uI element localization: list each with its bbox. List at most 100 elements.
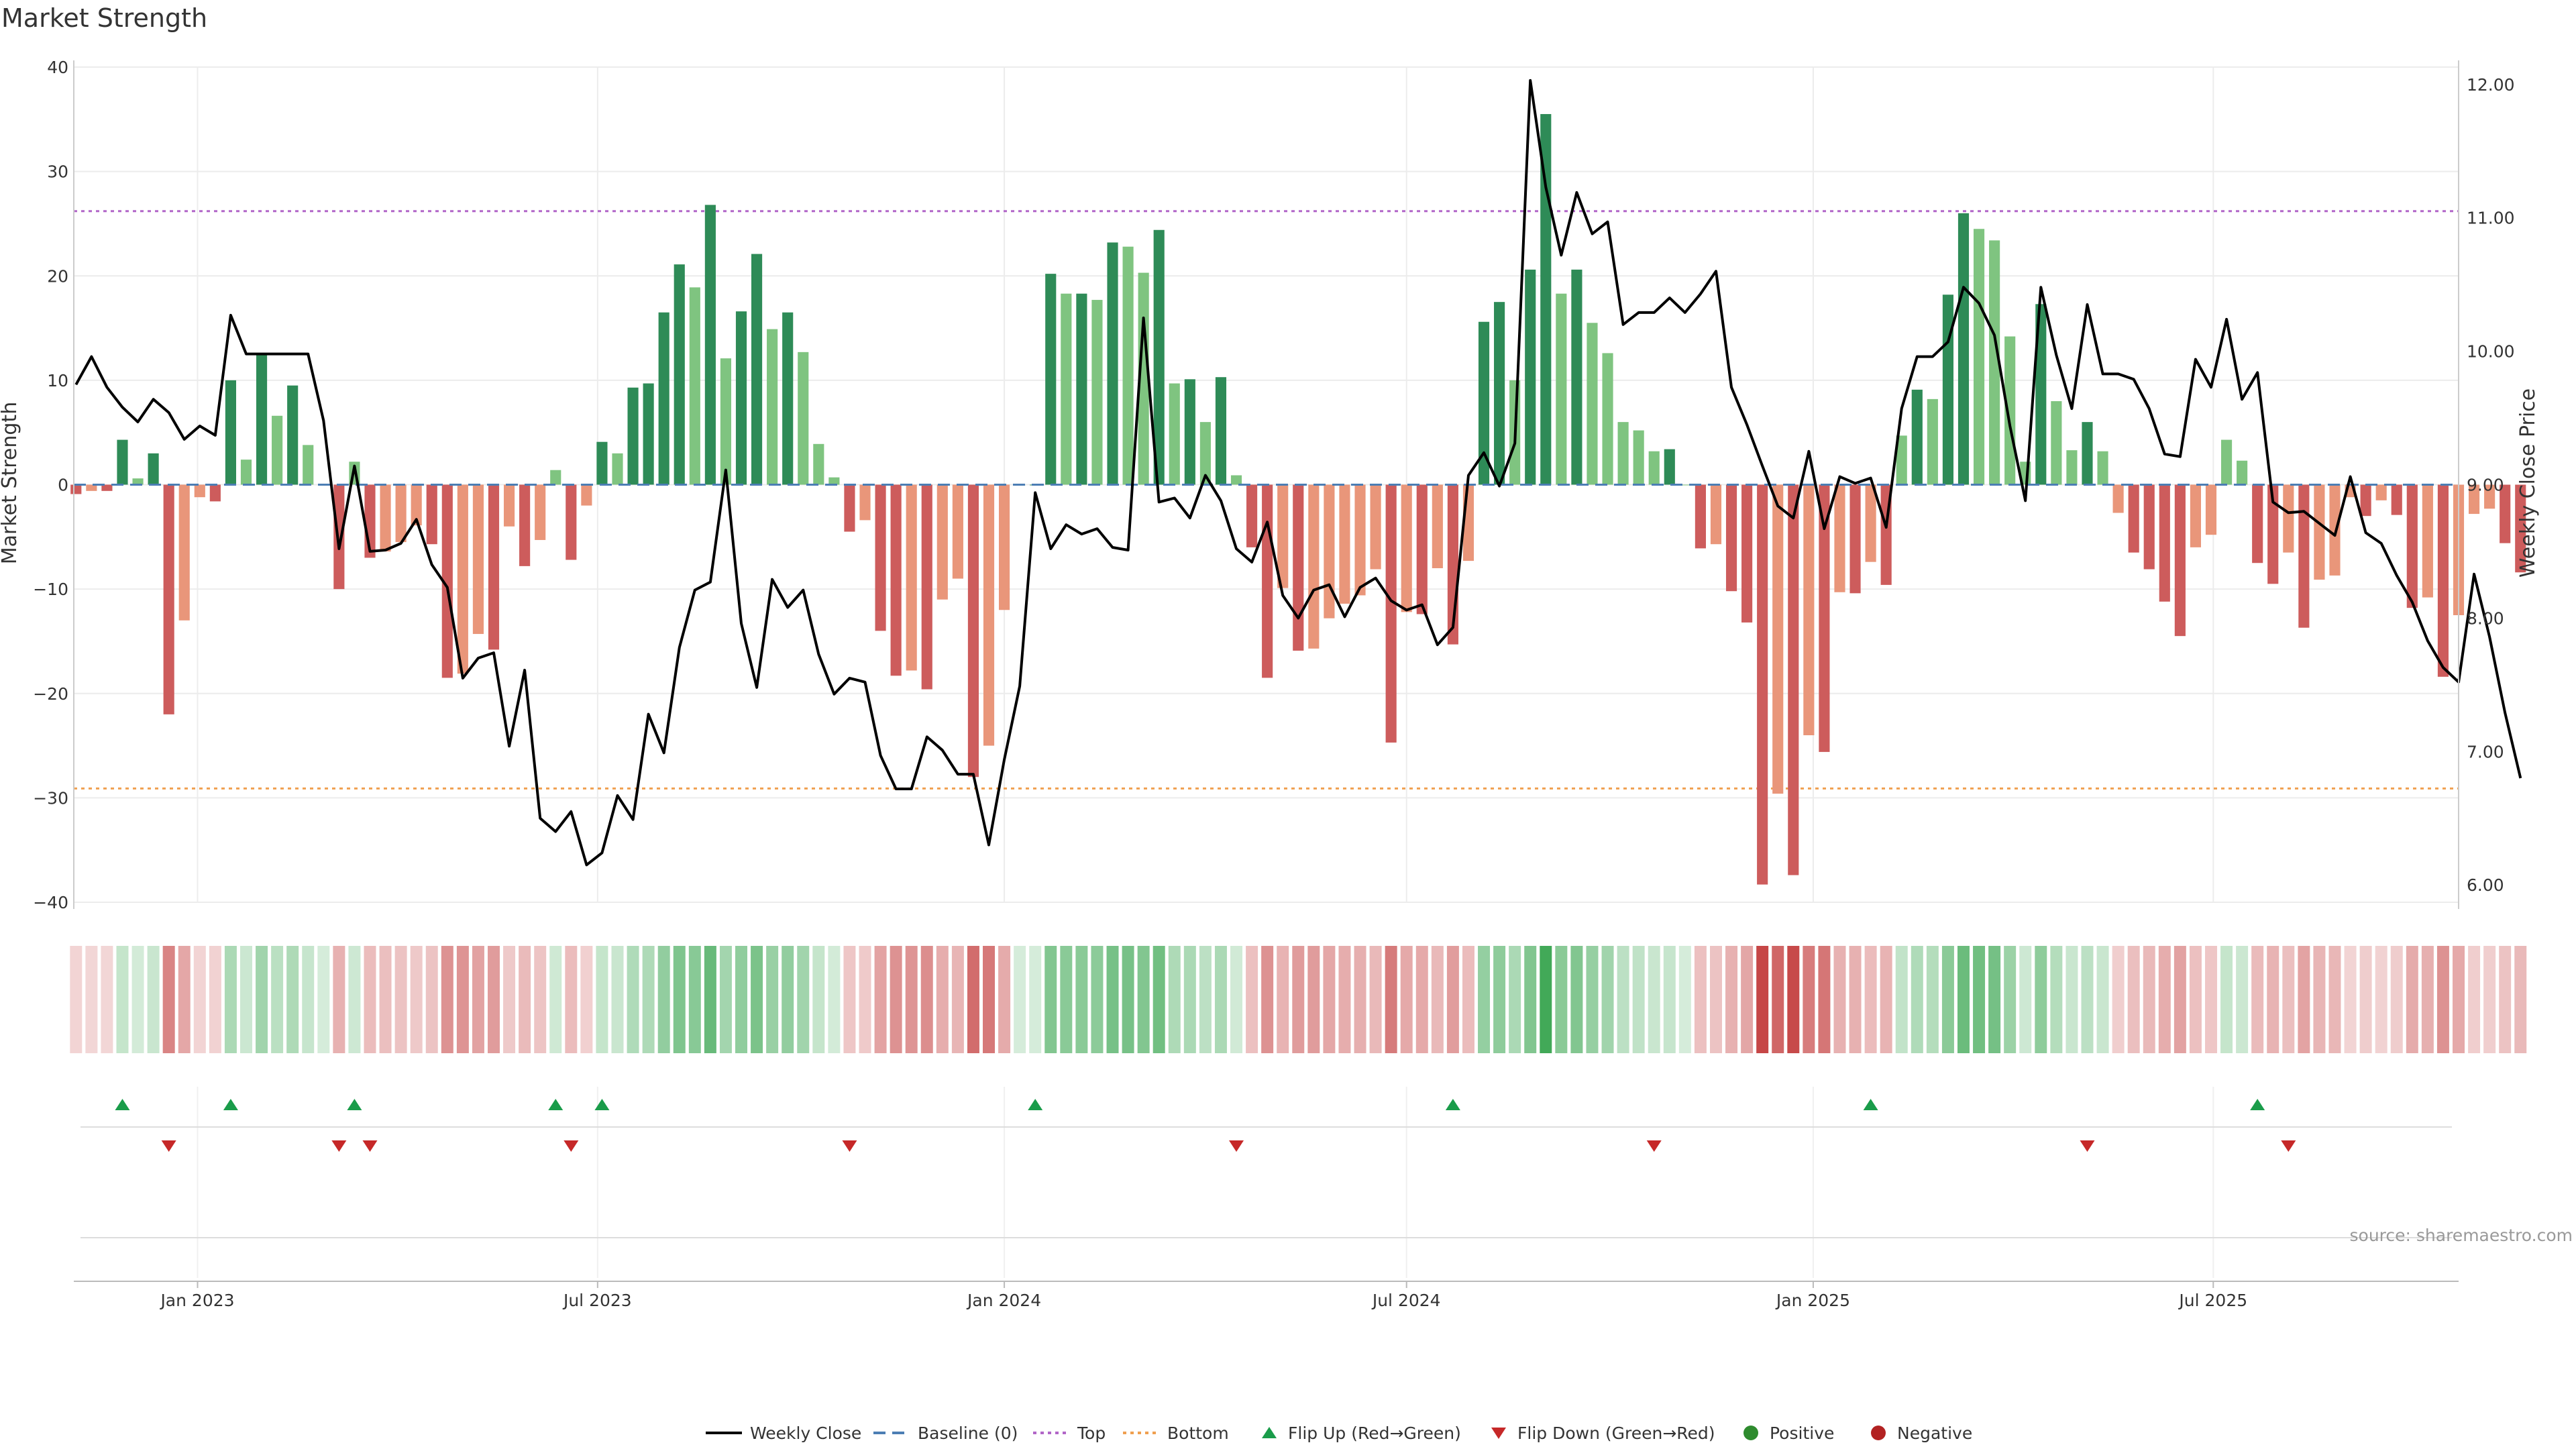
strength-bar: [704, 205, 716, 485]
strength-bar: [209, 484, 221, 502]
strength-bar: [178, 484, 190, 621]
heat-cell: [1152, 946, 1165, 1053]
flip-down-marker: [564, 1140, 579, 1152]
strength-bar: [488, 484, 500, 650]
heat-cell: [828, 946, 841, 1053]
strength-bar: [2174, 484, 2186, 637]
strength-bar: [2159, 484, 2170, 602]
heat-cell: [1044, 946, 1057, 1053]
heat-cell: [503, 946, 516, 1053]
heat-cell: [1385, 946, 1397, 1053]
strength-bar: [1710, 484, 1722, 545]
strength-bar: [1122, 246, 1134, 485]
heat-cell: [1648, 946, 1660, 1053]
heat-cell: [719, 946, 732, 1053]
heat-cell: [472, 946, 484, 1053]
strength-bar: [86, 484, 97, 491]
heat-cell: [2483, 946, 2496, 1053]
strength-bar: [1664, 449, 1675, 485]
heat-cell: [1091, 946, 1104, 1053]
strength-bar: [225, 380, 236, 485]
strength-bar: [2422, 484, 2433, 598]
y-tick-label: 20: [47, 266, 68, 286]
strength-bar: [70, 484, 82, 494]
strength-bar: [751, 254, 763, 485]
strength-bar: [256, 353, 268, 485]
heat-cell: [920, 946, 933, 1053]
heat-cell: [364, 946, 376, 1053]
strength-bar: [1199, 422, 1211, 485]
strength-bar: [1633, 430, 1644, 485]
strength-bar: [550, 470, 561, 485]
strength-bar: [333, 484, 345, 590]
x-axis: Jan 2023 Jul 2023 Jan 2024 Jul 2024 Jan 2025…: [74, 1281, 2459, 1310]
heat-cell: [1478, 946, 1491, 1053]
strength-bar: [1942, 294, 1953, 485]
flip-up-marker: [594, 1099, 610, 1110]
strength-bar: [2515, 484, 2526, 573]
strength-bar: [828, 477, 840, 485]
strength-bar: [2468, 484, 2480, 515]
weekly-close-series: [74, 78, 2522, 867]
strength-bar: [519, 484, 531, 566]
strength-bar: [1061, 293, 1072, 485]
threshold-lines: [74, 210, 2459, 790]
heat-cell: [596, 946, 608, 1053]
y-tick-label: −30: [33, 788, 68, 808]
heat-cell: [1601, 946, 1614, 1053]
legend-swatch: [1743, 1426, 1758, 1440]
heat-cell: [1849, 946, 1862, 1053]
heat-cell: [782, 946, 794, 1053]
strength-bar: [1741, 484, 1753, 623]
strength-bar: [1911, 389, 1923, 485]
strength-bar: [1215, 377, 1227, 485]
heat-cell: [1354, 946, 1366, 1053]
strength-bar: [1370, 484, 1381, 570]
heat-cell: [2019, 946, 2032, 1053]
heat-cell: [2236, 946, 2249, 1053]
strength-bar: [1803, 484, 1815, 735]
heat-cell: [1772, 946, 1784, 1053]
heat-cell: [936, 946, 949, 1053]
strength-bar: [1262, 484, 1273, 678]
strength-bar: [581, 484, 592, 506]
heat-cell: [565, 946, 578, 1053]
heat-cell: [2189, 946, 2202, 1053]
strength-bar: [1107, 242, 1118, 485]
strength-bar: [2314, 484, 2325, 580]
heat-cell: [580, 946, 593, 1053]
heat-cell: [1493, 946, 1506, 1053]
heat-cell: [348, 946, 361, 1053]
legend: Weekly Close Baseline (0) Top Bottom Flip Up…: [706, 1424, 1972, 1443]
x-tick-label: Jan 2024: [966, 1291, 1041, 1310]
heat-cell: [1431, 946, 1444, 1053]
strength-bar: [1184, 379, 1195, 485]
strength-bar: [457, 484, 468, 674]
y2-tick-label: 8.00: [2467, 608, 2504, 628]
strength-bar: [952, 484, 963, 579]
strength-bar: [1695, 484, 1706, 549]
strength-bar: [117, 439, 128, 485]
heat-cell: [1787, 946, 1800, 1053]
heat-cell: [1570, 946, 1583, 1053]
strength-bar: [441, 484, 453, 678]
heat-cell: [983, 946, 996, 1053]
heat-cell: [271, 946, 284, 1053]
strength-bar: [1339, 484, 1350, 604]
heat-cell: [1911, 946, 1923, 1053]
heat-cell: [1029, 946, 1042, 1053]
strength-bar: [735, 311, 747, 485]
heat-cell: [1524, 946, 1537, 1053]
heat-cell: [1632, 946, 1645, 1053]
strength-bar: [2112, 484, 2124, 513]
strength-bar: [983, 484, 995, 746]
legend-label: Top: [1077, 1424, 1106, 1443]
strength-bar: [1556, 293, 1567, 485]
legend-label: Baseline (0): [918, 1424, 1018, 1443]
heat-cell: [441, 946, 453, 1053]
heat-cell: [1803, 946, 1815, 1053]
heat-cell: [1973, 946, 1986, 1053]
strength-bar: [101, 484, 113, 491]
legend-label: Flip Up (Red→Green): [1288, 1424, 1461, 1443]
